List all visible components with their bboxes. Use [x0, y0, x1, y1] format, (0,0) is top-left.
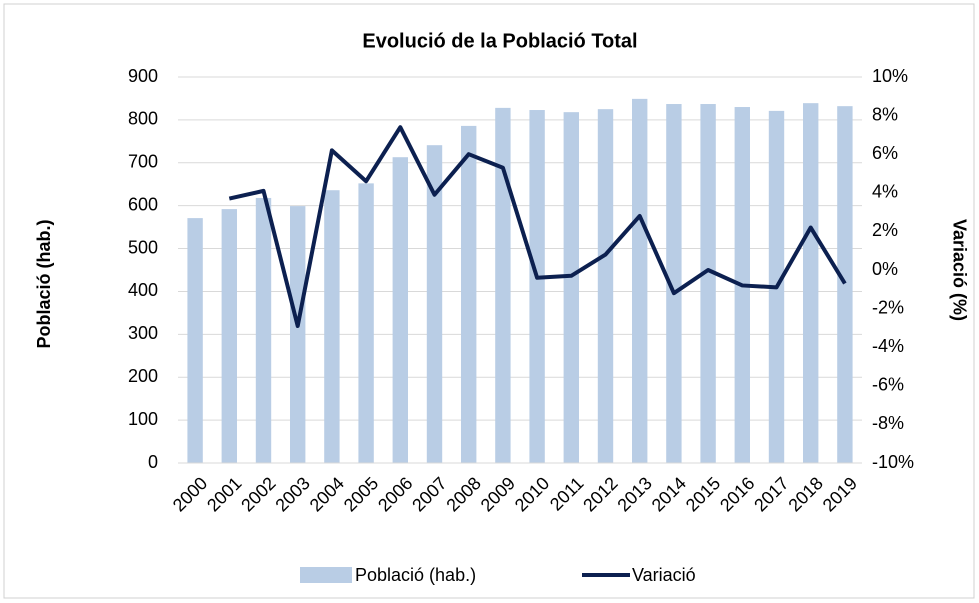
y-tick-label: 0	[148, 452, 158, 472]
y2-tick-label: -4%	[872, 336, 904, 356]
bar	[221, 209, 237, 463]
bar	[461, 125, 477, 463]
bar	[392, 157, 408, 464]
bar	[426, 145, 443, 463]
y2-tick-label: -6%	[872, 375, 904, 395]
bar	[563, 112, 579, 464]
y-tick-label: 800	[128, 109, 158, 129]
bar	[290, 206, 306, 463]
y-tick-label: 400	[128, 280, 158, 300]
y2-tick-label: 4%	[872, 182, 898, 202]
y2-tick-label: -2%	[872, 297, 904, 317]
y2-tick-label: 6%	[872, 143, 898, 163]
bar	[495, 107, 511, 463]
bar	[255, 197, 272, 464]
bar	[666, 104, 682, 464]
y2-tick-label: 8%	[872, 104, 898, 124]
y-tick-label: 200	[128, 366, 158, 386]
y-tick-label: 600	[128, 194, 158, 214]
y2-tick-label: -8%	[872, 413, 904, 433]
y-tick-label: 500	[128, 237, 158, 257]
y2-tick-label: 0%	[872, 259, 898, 279]
bar	[700, 104, 716, 464]
y2-tick-label: 2%	[872, 220, 898, 240]
y2-tick-label: 10%	[872, 66, 908, 86]
y-tick-label: 900	[128, 66, 158, 86]
line	[228, 125, 847, 328]
bar	[803, 103, 819, 463]
chart-title: Evolució de la Població Total	[362, 30, 637, 52]
y-tick-label: 700	[128, 152, 158, 172]
legend-swatch	[300, 567, 352, 583]
bar	[837, 106, 853, 464]
y-axis-title: Població (hab.)	[34, 219, 54, 348]
bar	[632, 98, 648, 463]
y2-axis-title: Variació (%)	[949, 219, 969, 321]
bar	[529, 110, 545, 463]
y-tick-label: 300	[128, 323, 158, 343]
bar	[358, 183, 374, 463]
y-tick-label: 100	[128, 409, 158, 429]
bar	[324, 190, 340, 463]
bar	[597, 109, 614, 464]
legend-label: Variació	[632, 565, 696, 585]
bar	[187, 218, 203, 463]
legend-label: Població (hab.)	[355, 565, 476, 585]
y2-tick-label: -10%	[872, 452, 914, 472]
